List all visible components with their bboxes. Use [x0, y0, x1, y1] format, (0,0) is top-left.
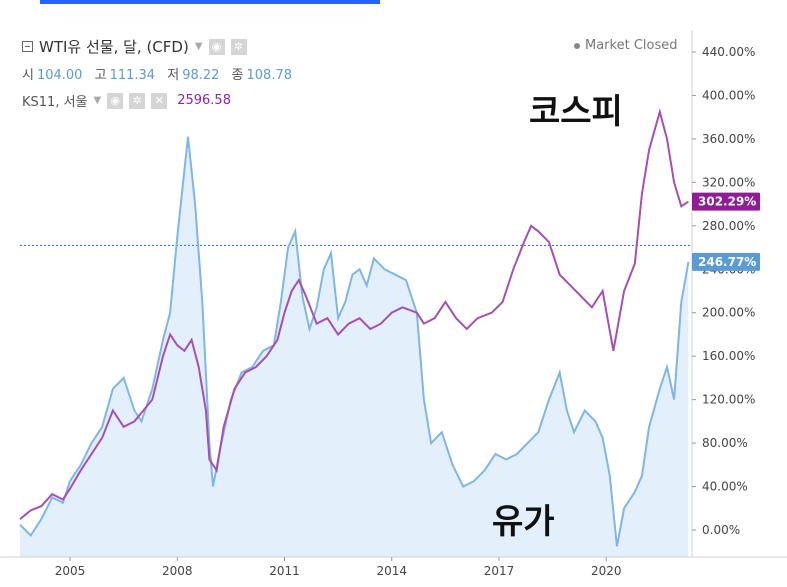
- settings-gear-icon[interactable]: ✲: [230, 38, 247, 55]
- oil-last-value-badge-bg: [692, 252, 760, 271]
- visibility-eye-icon[interactable]: ◉: [107, 92, 124, 109]
- y-tick-label: 360.00%: [702, 132, 755, 146]
- y-tick-label: 160.00%: [702, 349, 755, 363]
- y-tick-label: 0.00%: [702, 523, 740, 537]
- oil-last-value-badge: 246.77%: [692, 252, 760, 271]
- x-tick-label: 2011: [269, 564, 300, 578]
- axes: 440.00%400.00%360.00%320.00%280.00%240.0…: [0, 30, 787, 578]
- y-tick-label: 400.00%: [702, 88, 755, 102]
- ohlc-high-value: 111.34: [109, 68, 156, 83]
- oil-last-value-badge-label: 246.77%: [698, 255, 756, 269]
- y-tick-label: 280.00%: [702, 219, 755, 233]
- y-tick-label: 320.00%: [702, 175, 755, 189]
- chevron-down-icon[interactable]: ▼: [93, 95, 102, 106]
- kospi-last-value-badge-bg: [692, 192, 760, 211]
- x-tick-label: 2005: [55, 564, 86, 578]
- visibility-eye-icon[interactable]: ◉: [208, 38, 225, 55]
- plot-area: [19, 108, 692, 557]
- market-status: Market Closed: [574, 38, 678, 53]
- y-tick-label: 80.00%: [702, 436, 748, 450]
- ohlc-high-label: 고: [94, 68, 107, 83]
- compare-symbol-legend: KS11, 서울 ▼ ◉ ✲ ✕ 2596.58: [22, 91, 231, 110]
- kospi-last-value-badge: 302.29%: [692, 192, 760, 211]
- status-dot-icon: [574, 42, 580, 49]
- y-tick-label: 200.00%: [702, 306, 755, 320]
- x-tick-label: 2014: [376, 564, 407, 578]
- ohlc-low-value: 98.22: [182, 68, 220, 83]
- x-tick-label: 2020: [591, 564, 622, 578]
- oil-area-fill: [20, 136, 689, 557]
- market-status-text: Market Closed: [585, 38, 678, 53]
- kospi-last-value-badge-label: 302.29%: [698, 195, 756, 209]
- compare-symbol-value: 2596.58: [177, 93, 231, 108]
- main-symbol-legend: WTI유 선물, 달, (CFD) ▼ ◉ ✲: [22, 36, 247, 57]
- ohlc-open-label: 시: [22, 68, 34, 83]
- ohlc-close-value: 108.78: [246, 68, 293, 83]
- ohlc-open-value: 104.00: [36, 68, 83, 83]
- ohlc-close-label: 종: [231, 68, 244, 83]
- settings-gear-icon[interactable]: ✲: [129, 92, 146, 109]
- y-tick-label: 40.00%: [702, 480, 748, 494]
- ohlc-values: 시 104.00 고 111.34 저 98.22 종 108.78: [22, 64, 300, 83]
- top-accent-bar: [40, 0, 380, 4]
- series-line-kospi: [19, 108, 689, 520]
- close-icon[interactable]: ✕: [151, 92, 168, 109]
- y-tick-label: 120.00%: [702, 393, 755, 407]
- collapse-legend-icon[interactable]: [22, 41, 33, 52]
- symbol-title[interactable]: WTI유 선물, 달, (CFD): [39, 38, 189, 56]
- oil-annotation: 유가: [492, 502, 555, 542]
- compare-symbol-title[interactable]: KS11, 서울: [22, 95, 88, 110]
- y-tick-label: 440.00%: [702, 45, 755, 59]
- chevron-down-icon[interactable]: ▼: [194, 41, 203, 52]
- x-tick-label: 2017: [484, 564, 515, 578]
- kospi-annotation: 코스피: [529, 92, 623, 132]
- x-tick-label: 2008: [162, 564, 193, 578]
- ohlc-low-label: 저: [167, 68, 180, 83]
